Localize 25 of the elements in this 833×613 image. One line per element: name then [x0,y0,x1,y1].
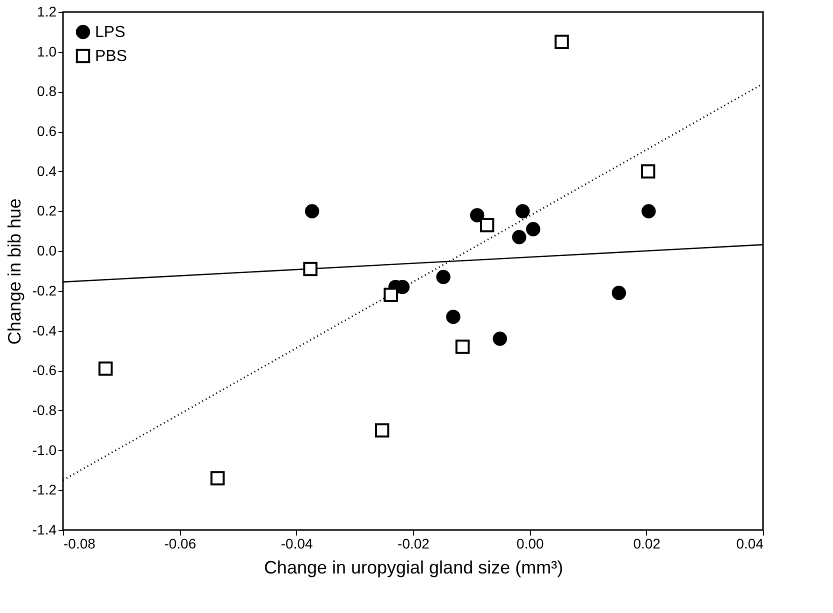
legend-label: LPS [95,24,126,41]
y-tick-label: -0.4 [32,322,57,338]
y-tick-label: 0.0 [37,242,57,259]
x-axis-title: Change in uropygial gland size (mm³) [264,558,564,578]
y-axis-title: Change in bib hue [4,198,24,345]
x-tick-label: 0.02 [633,536,661,552]
y-tick-label: 1.0 [37,43,57,60]
x-tick-label: 0.04 [736,536,764,552]
x-tick-label: -0.08 [64,536,96,552]
y-tick-label: 0.6 [37,123,57,140]
x-tick-label: -0.02 [398,536,430,552]
y-tick-label: -1.0 [32,442,57,458]
legend-label: PBS [95,48,128,65]
y-tick-label: 1.2 [37,4,57,20]
y-tick-label: -1.2 [32,482,57,498]
x-tick-label: -0.04 [280,536,313,552]
x-tick-label: -0.06 [164,536,196,552]
y-tick-label: -0.6 [32,362,57,378]
y-tick-label: -0.8 [32,402,57,418]
y-tick-label: 0.2 [37,202,57,219]
y-tick-label: -1.4 [32,522,57,538]
y-tick-label: 0.4 [37,162,57,179]
y-tick-label: 0.8 [37,83,57,100]
x-tick-label: 0.00 [516,536,544,552]
y-tick-label: -0.2 [32,282,57,298]
